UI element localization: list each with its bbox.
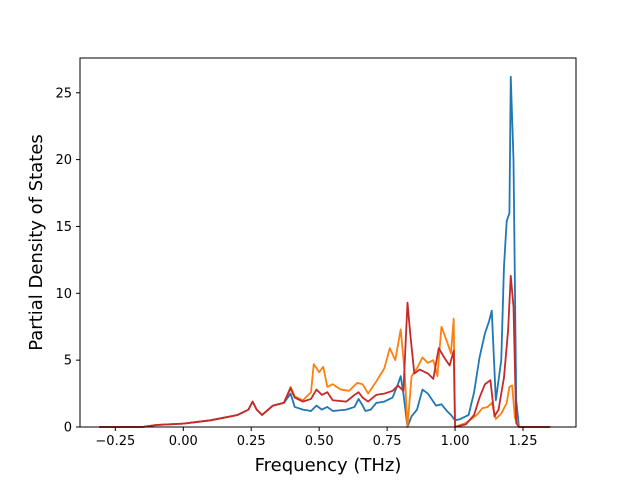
x-tick-label: 1.25 bbox=[509, 434, 538, 449]
x-tick-label: −0.25 bbox=[95, 434, 135, 449]
x-axis-label: Frequency (THz) bbox=[255, 455, 402, 476]
series-line-3 bbox=[99, 275, 551, 428]
y-tick-label: 0 bbox=[64, 421, 72, 436]
x-tick-label: 0.25 bbox=[237, 434, 266, 449]
y-axis: 0 5 10 15 20 25 bbox=[55, 86, 80, 436]
series-group bbox=[99, 75, 551, 428]
y-tick-label: 20 bbox=[55, 153, 72, 168]
y-tick-label: 10 bbox=[55, 287, 72, 302]
y-axis-label: Partial Density of States bbox=[26, 134, 47, 351]
x-tick-label: 0.75 bbox=[373, 434, 402, 449]
x-tick-label: 0.00 bbox=[169, 434, 198, 449]
y-tick-label: 25 bbox=[55, 86, 72, 101]
x-tick-label: 0.50 bbox=[305, 434, 334, 449]
plot-frame bbox=[79, 57, 577, 428]
series-line-2 bbox=[99, 317, 551, 428]
x-tick-label: 1.00 bbox=[441, 434, 470, 449]
y-tick-label: 15 bbox=[55, 220, 72, 235]
y-tick-label: 5 bbox=[64, 354, 72, 369]
x-axis: −0.25 0.00 0.25 0.50 0.75 1.00 1.25 bbox=[95, 427, 537, 449]
